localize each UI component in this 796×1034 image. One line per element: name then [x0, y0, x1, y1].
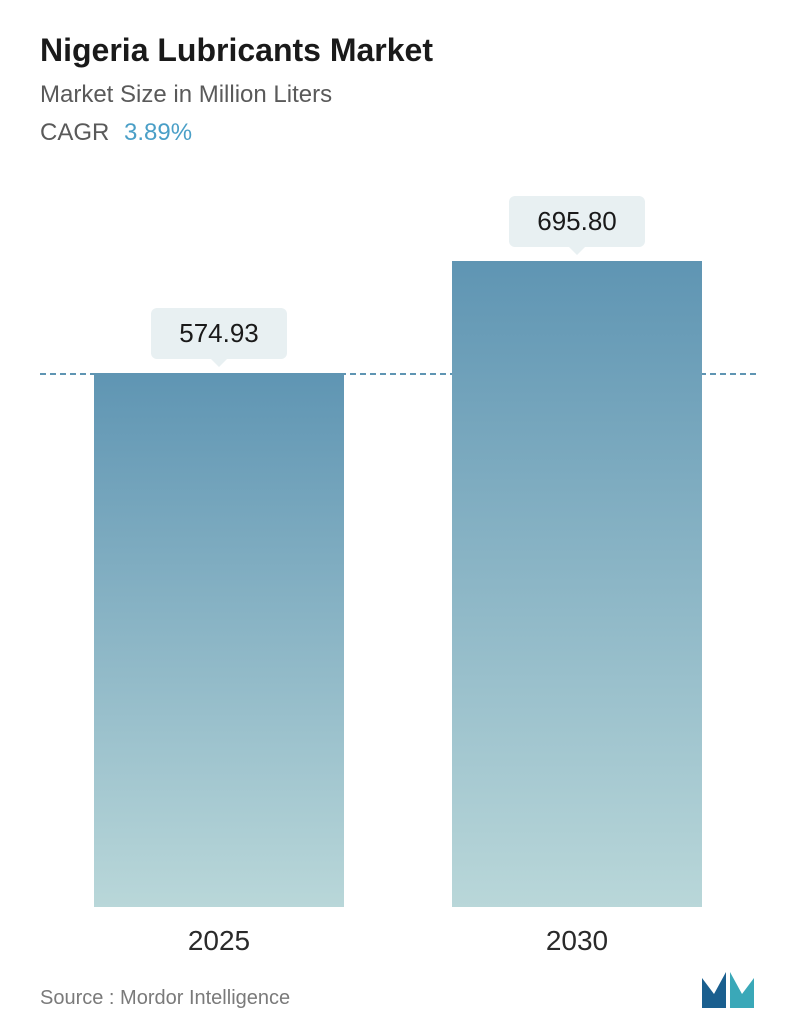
- brand-logo-icon: [700, 970, 756, 1010]
- chart-subtitle: Market Size in Million Liters: [40, 81, 756, 109]
- chart-container: Nigeria Lubricants Market Market Size in…: [0, 0, 796, 1034]
- x-axis-labels: 2025 2030: [40, 925, 756, 957]
- x-label-1: 2030: [437, 925, 717, 957]
- cagr-label: CAGR: [40, 119, 109, 146]
- logo-right-shape: [730, 972, 754, 1008]
- footer: Source : Mordor Intelligence: [40, 970, 756, 1010]
- bars-wrapper: 574.93 695.80: [40, 207, 756, 907]
- chart-title: Nigeria Lubricants Market: [40, 32, 756, 69]
- cagr-row: CAGR 3.89%: [40, 119, 756, 147]
- logo-left-shape: [702, 972, 726, 1008]
- cagr-value: 3.89%: [124, 119, 192, 146]
- source-text: Source : Mordor Intelligence: [40, 987, 290, 1010]
- value-badge-1: 695.80: [509, 196, 645, 247]
- chart-area: 574.93 695.80: [40, 207, 756, 907]
- bar-group-0: 574.93: [79, 308, 359, 907]
- x-label-0: 2025: [79, 925, 359, 957]
- bar-0: [94, 373, 344, 907]
- bar-group-1: 695.80: [437, 196, 717, 907]
- value-badge-0: 574.93: [151, 308, 287, 359]
- bar-1: [452, 261, 702, 907]
